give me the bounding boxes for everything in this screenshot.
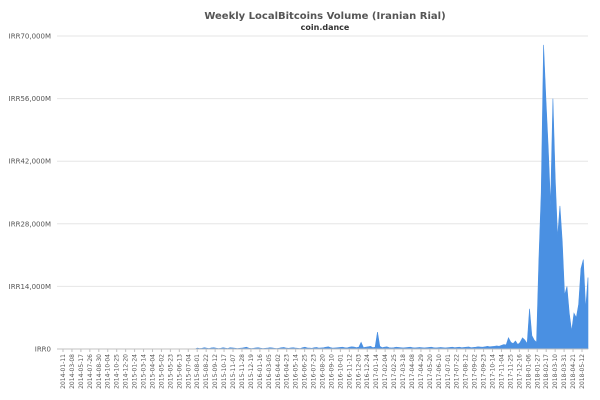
y-tick-label: IRR28,000M	[9, 220, 51, 228]
x-tick-label: 2018-04-21	[570, 354, 577, 389]
x-tick-label: 2016-04-23	[284, 354, 291, 389]
x-tick-label: 2017-11-04	[498, 354, 505, 389]
y-tick-label: IRR70,000M	[9, 33, 51, 41]
x-tick-label: 2014-08-30	[96, 354, 103, 389]
chart-title: Weekly LocalBitcoins Volume (Iranian Ria…	[204, 11, 445, 22]
y-axis-ticks: IRR0 IRR14,000M IRR28,000M IRR42,000M IRR56,…	[9, 33, 51, 354]
x-tick-label: 2017-04-29	[418, 354, 425, 389]
x-tick-label: 2015-03-14	[141, 354, 148, 389]
x-tick-label: 2014-07-26	[87, 354, 94, 389]
x-tick-label: 2018-02-17	[543, 354, 550, 389]
x-tick-label: 2016-09-10	[328, 354, 335, 389]
x-tick-label: 2014-10-25	[114, 354, 121, 389]
x-tick-label: 2015-08-22	[203, 354, 210, 389]
x-tick-label: 2015-11-07	[230, 354, 237, 389]
x-tick-label: 2015-11-28	[239, 354, 246, 389]
y-tick-label: IRR42,000M	[9, 158, 51, 166]
x-tick-label: 2017-09-23	[481, 354, 488, 389]
x-tick-label: 2015-05-23	[167, 354, 174, 389]
x-tick-label: 2017-04-08	[409, 354, 416, 389]
x-tick-label: 2018-03-31	[561, 354, 568, 389]
x-tick-label: 2016-07-23	[311, 354, 318, 389]
x-tick-label: 2015-09-12	[212, 354, 219, 389]
x-tick-label: 2017-07-01	[445, 354, 452, 389]
x-tick-label: 2017-02-25	[391, 354, 398, 389]
x-tick-label: 2016-06-25	[302, 354, 309, 389]
x-tick-label: 2016-10-01	[337, 354, 344, 389]
x-tick-label: 2017-11-25	[507, 354, 514, 389]
x-tick-label: 2017-08-12	[463, 354, 470, 389]
x-tick-label: 2016-03-05	[266, 354, 273, 389]
x-tick-label: 2018-03-10	[552, 354, 559, 389]
x-tick-label: 2016-11-12	[346, 354, 353, 389]
x-tick-label: 2015-08-01	[194, 354, 201, 389]
x-tick-label: 2015-05-02	[158, 354, 165, 389]
y-tick-label: IRR14,000M	[9, 283, 51, 291]
y-tick-label: IRR56,000M	[9, 95, 51, 103]
x-tick-label: 2016-12-03	[355, 354, 362, 389]
x-tick-label: 2018-01-06	[525, 354, 532, 389]
x-tick-label: 2015-06-13	[176, 354, 183, 389]
chart-subtitle: coin.dance	[301, 23, 350, 32]
x-tick-label: 2017-07-22	[454, 354, 461, 389]
x-tick-label: 2014-12-20	[123, 354, 130, 389]
x-axis-ticks: 2014-01-11 2014-03-08 2014-05-17 2014-07-26…	[60, 349, 586, 389]
x-tick-label: 2014-05-17	[78, 354, 85, 389]
volume-area-series	[57, 44, 589, 350]
x-tick-label: 2014-10-04	[105, 354, 112, 389]
x-tick-label: 2017-02-04	[382, 354, 389, 389]
x-tick-label: 2015-10-17	[221, 354, 228, 389]
x-tick-label: 2016-01-16	[257, 354, 264, 389]
x-tick-label: 2016-08-20	[320, 354, 327, 389]
x-tick-label: 2015-07-04	[185, 354, 192, 389]
x-tick-label: 2017-09-02	[472, 354, 479, 389]
x-tick-label: 2014-01-11	[60, 354, 67, 389]
x-tick-label: 2016-05-14	[293, 354, 300, 389]
x-tick-label: 2018-01-27	[534, 354, 541, 389]
x-tick-label: 2017-10-14	[490, 354, 497, 389]
x-tick-label: 2017-12-16	[516, 354, 523, 389]
x-tick-label: 2015-12-19	[248, 354, 255, 389]
x-tick-label: 2016-04-02	[275, 354, 282, 389]
x-tick-label: 2015-04-04	[149, 354, 156, 389]
x-tick-label: 2016-12-24	[364, 354, 371, 389]
x-tick-label: 2014-03-08	[69, 354, 76, 389]
x-tick-label: 2015-01-24	[132, 354, 139, 389]
y-gridlines	[57, 35, 588, 287]
x-tick-label: 2017-05-20	[427, 354, 434, 389]
x-tick-label: 2017-01-14	[373, 354, 380, 389]
x-tick-label: 2017-06-10	[436, 354, 443, 389]
x-tick-label: 2018-05-12	[579, 354, 586, 389]
x-tick-label: 2017-03-18	[400, 354, 407, 389]
y-tick-label: IRR0	[35, 346, 51, 354]
